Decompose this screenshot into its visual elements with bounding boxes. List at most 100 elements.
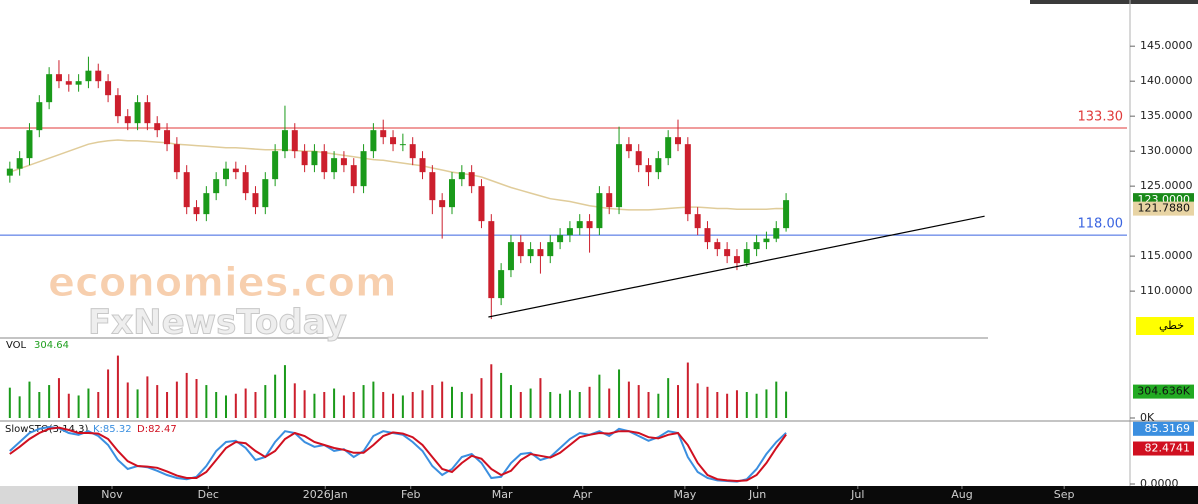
volume-bar [470,393,473,418]
volume-bar [559,393,562,418]
candle-body [193,207,200,215]
candle-body [380,130,387,138]
candle-body [281,130,288,152]
volume-bar [578,392,581,418]
candle-body [252,193,259,208]
volume-bar [716,392,719,418]
candle-body [439,200,446,208]
candle-body [763,238,770,243]
candle-body [537,249,544,257]
volume-bar [28,381,31,418]
candle-body [95,70,102,82]
candle-body [773,228,780,239]
candle-body [576,221,583,229]
volume-bar [313,393,316,418]
candle-body [223,168,229,180]
volume-bar [677,385,679,418]
candle-body [390,137,397,145]
candle-body [124,116,131,124]
candle-body [694,214,701,229]
candle-body [55,74,62,82]
candle-body [419,158,426,173]
candle-body [507,242,514,271]
candle-body [134,102,141,124]
candle-body [36,102,43,131]
candle-body [154,123,161,131]
y-tick-label: 0.0000 [1140,477,1179,490]
candle-body [321,151,328,173]
volume-bar [627,381,630,418]
x-tick-label: Jun [748,488,766,501]
volume-bar [107,369,110,418]
volume-title: VOL [6,340,27,351]
x-tick-label: May [674,488,697,501]
candle-body [517,242,524,257]
volume-bar [421,390,424,418]
top-edge [1030,0,1198,4]
candle-body [743,249,750,264]
volume-bar [647,392,650,418]
candle-body [449,179,455,208]
x-tick-label: Dec [198,488,219,501]
volume-bar [382,392,385,418]
volume-bar [735,390,738,418]
value-box [1133,384,1194,399]
candle-body [213,179,220,194]
volume-bar [244,388,247,418]
candle-body [301,151,308,166]
volume-bar [519,392,522,418]
x-tick-label: Sep [1054,488,1075,501]
volume-bar [480,378,483,418]
volume-bar [549,392,552,418]
volume-bar [362,385,365,418]
volume-bar [333,388,336,418]
candle-body [753,242,760,250]
candle-body [399,144,406,146]
candle-body [665,137,672,159]
candle-body [242,172,249,194]
volume-bar [254,392,257,418]
candle-body [114,95,121,117]
volume-bar [608,388,611,418]
volume-bar [185,372,188,418]
volume-bar [303,390,306,418]
candle-body [340,158,347,166]
watermark: economies.com [48,260,397,306]
candle-body [272,151,279,180]
candle-body [733,256,740,264]
y-tick-label: 110.0000 [1140,284,1193,297]
x-tick-label: Nov [101,488,123,501]
stoch-line [9,426,787,483]
volume-bar [765,389,768,418]
candle-body [586,221,593,229]
candle-body [311,151,318,166]
y-tick-label: 0K [1140,411,1155,424]
candle-body [370,130,377,152]
volume-bar [97,392,100,418]
candle-body [65,81,72,85]
candle-body [458,172,465,180]
volume-bar [195,379,198,418]
corner [0,486,78,504]
y-tick-label: 125.0000 [1140,179,1193,192]
volume-bar [401,395,404,418]
x-tick-label: Jul [850,488,864,501]
volume-bar [48,385,51,418]
candle-body [635,151,642,166]
volume-bar [87,388,90,418]
candle-body [46,74,53,103]
volume-bar [598,374,601,418]
value-label: 82.4741 [1145,442,1191,455]
x-axis-bar [78,486,1198,504]
volume-bar [234,393,237,418]
candle-body [291,130,298,152]
candle-body [173,144,180,173]
value-box [1133,421,1194,436]
volume-bar [686,362,689,418]
candle-body [714,242,721,250]
y-tick-label: 135.0000 [1140,109,1193,122]
candle-body [350,165,357,187]
